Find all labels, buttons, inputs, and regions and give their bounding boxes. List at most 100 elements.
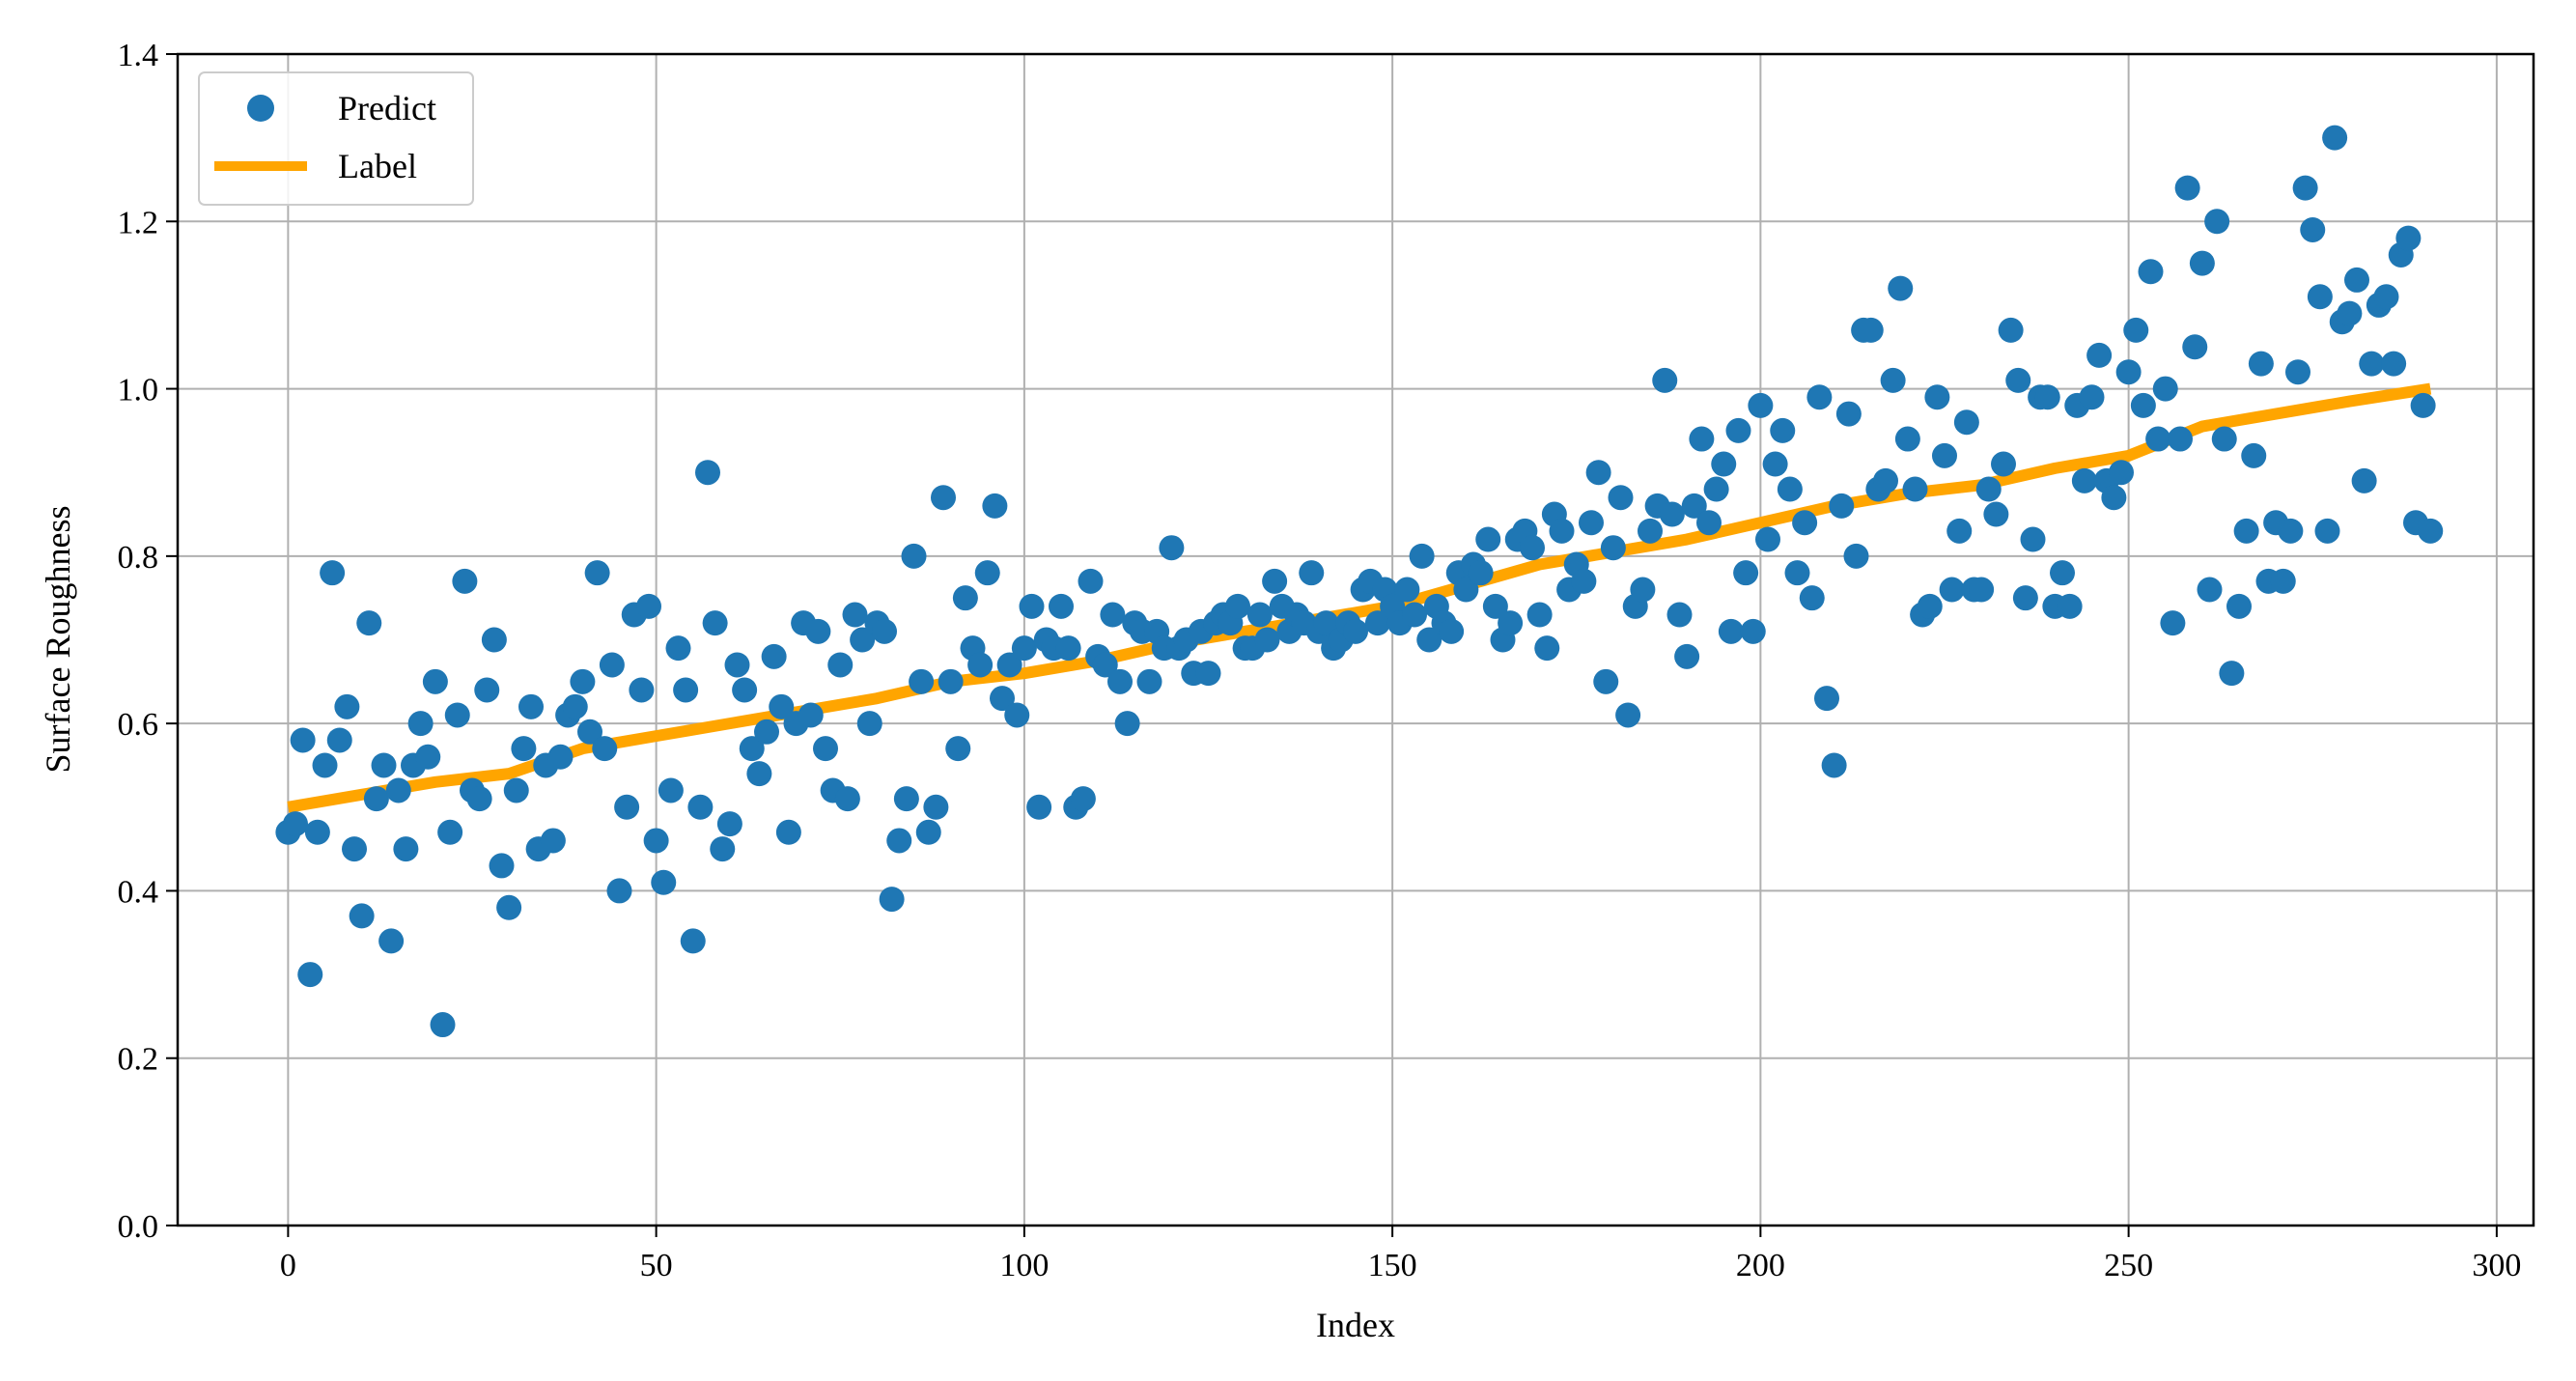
predict-point xyxy=(1615,702,1641,728)
predict-point xyxy=(1026,794,1052,820)
predict-point xyxy=(2204,209,2230,235)
predict-point xyxy=(444,702,470,728)
predict-point xyxy=(2219,661,2245,687)
predict-point xyxy=(1748,392,1774,418)
predict-point xyxy=(651,869,677,895)
predict-point xyxy=(1725,417,1751,443)
y-tick-label: 1.4 xyxy=(118,38,159,73)
predict-point xyxy=(1666,602,1693,628)
predict-point xyxy=(996,652,1022,678)
predict-point xyxy=(1902,476,1928,502)
x-tick-label: 50 xyxy=(640,1248,673,1283)
predict-point xyxy=(629,677,655,703)
predict-point xyxy=(680,928,706,954)
predict-point xyxy=(2152,376,2178,402)
predict-point xyxy=(1070,786,1096,812)
predict-point xyxy=(643,828,669,854)
predict-point xyxy=(1894,426,1920,452)
predict-point xyxy=(923,794,949,820)
predict-point xyxy=(1975,476,2002,502)
predict-point xyxy=(297,962,323,988)
predict-point xyxy=(2314,518,2340,544)
predict-point xyxy=(901,543,927,569)
predict-point xyxy=(673,677,699,703)
predict-point xyxy=(1416,627,1442,653)
predict-point xyxy=(1696,510,1722,536)
predict-point xyxy=(827,652,854,678)
legend: Predict Label xyxy=(198,71,474,206)
predict-point xyxy=(2359,351,2385,377)
predict-point xyxy=(334,693,360,719)
predict-point xyxy=(1888,275,1914,301)
predict-point xyxy=(769,693,795,719)
predict-point xyxy=(732,677,758,703)
predict-point xyxy=(614,794,640,820)
predict-point xyxy=(1439,618,1465,644)
predict-point xyxy=(547,744,574,770)
predict-point xyxy=(606,878,632,904)
predict-point xyxy=(371,752,397,778)
predict-point xyxy=(2115,359,2142,385)
y-tick-label: 0.0 xyxy=(118,1209,159,1245)
predict-point xyxy=(2211,426,2237,452)
predict-point xyxy=(879,887,905,913)
predict-point xyxy=(1880,367,1906,393)
predict-point xyxy=(2344,267,2369,293)
predict-point xyxy=(2285,359,2310,385)
predict-point xyxy=(2395,225,2422,251)
predict-point xyxy=(326,727,352,753)
predict-point xyxy=(1534,635,1560,662)
predict-point xyxy=(570,668,596,694)
x-tick-label: 0 xyxy=(280,1248,296,1283)
x-tick-label: 100 xyxy=(999,1248,1049,1283)
predict-point xyxy=(2109,460,2134,486)
predict-point xyxy=(1792,510,1818,536)
predict-point xyxy=(2307,284,2333,310)
x-tick-label: 200 xyxy=(1736,1248,1785,1283)
predict-point xyxy=(1652,367,1678,393)
predict-point xyxy=(952,585,978,611)
predict-point xyxy=(665,635,691,662)
x-tick-label: 250 xyxy=(2104,1248,2153,1283)
predict-point xyxy=(2123,317,2149,343)
predict-point xyxy=(1004,702,1030,728)
predict-point xyxy=(2057,593,2083,619)
predict-point xyxy=(2071,467,2097,493)
predict-point xyxy=(2278,518,2304,544)
predict-point xyxy=(481,627,507,653)
predict-point xyxy=(577,719,602,745)
predict-point xyxy=(1549,518,1575,544)
predict-point xyxy=(2005,367,2031,393)
predict-point xyxy=(982,493,1008,519)
predict-point xyxy=(496,894,522,920)
predict-point xyxy=(2241,442,2267,468)
predict-point xyxy=(1821,752,1847,778)
y-axis-title: Surface Roughness xyxy=(39,506,77,774)
predict-point xyxy=(1475,526,1501,552)
predict-point xyxy=(1114,711,1140,737)
predict-point xyxy=(990,686,1015,712)
predict-point xyxy=(1998,317,2024,343)
predict-point xyxy=(1100,602,1126,628)
predict-point xyxy=(775,819,801,845)
predict-point xyxy=(2300,216,2326,242)
predict-point xyxy=(2418,518,2444,544)
predict-point xyxy=(2189,250,2215,276)
predict-point xyxy=(466,786,492,812)
y-axis-ticks: 0.0 0.2 0.4 0.6 0.8 1.0 1.2 1.4 xyxy=(118,38,178,1245)
predict-point xyxy=(1681,493,1707,519)
x-tick-label: 300 xyxy=(2472,1248,2521,1283)
predict-point xyxy=(2050,560,2075,586)
predict-point xyxy=(385,777,411,803)
predict-point xyxy=(1468,560,1494,586)
predict-point xyxy=(489,853,515,879)
label-series xyxy=(287,382,2432,813)
predict-point xyxy=(540,828,566,854)
predict-point xyxy=(1969,577,1995,603)
x-axis-title: Index xyxy=(1316,1306,1395,1344)
predict-point xyxy=(1917,593,1943,619)
predict-point xyxy=(856,711,882,737)
predict-point xyxy=(562,693,588,719)
predict-point xyxy=(1711,451,1737,477)
predict-point xyxy=(1689,426,1715,452)
